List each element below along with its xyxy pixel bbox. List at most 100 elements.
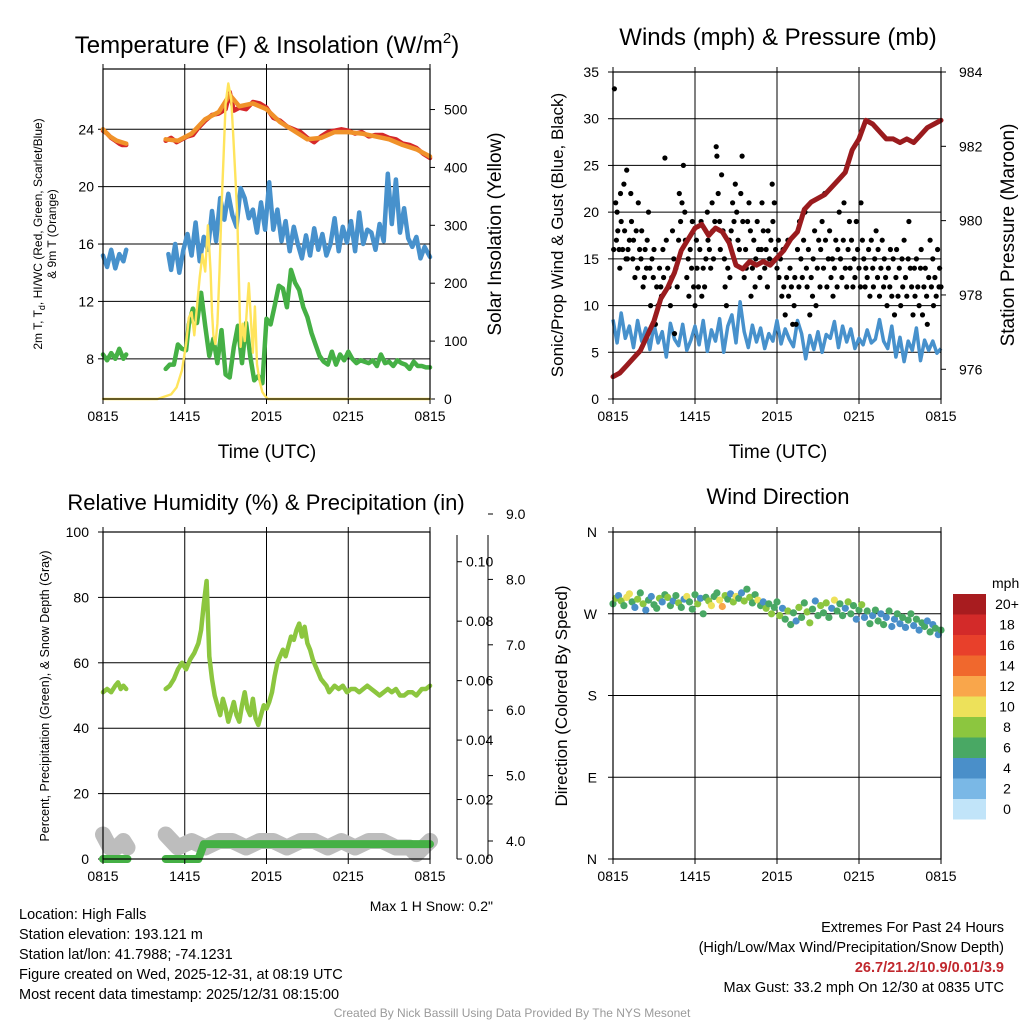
snow-tick-label: 9.0 [506,506,526,522]
wind-gust-point [905,256,911,262]
dir-point [819,609,828,617]
wind-gust-point [768,237,774,243]
wind-gust-point [654,284,660,290]
wind-gust-point [658,284,664,290]
dir-point [849,602,858,610]
dir-point [647,592,655,601]
rh-ytick-label: 40 [73,720,89,736]
wind-gust-point [697,246,703,253]
dir-point [726,590,735,598]
wind-gust-point [759,200,765,206]
wind-gust-point [890,256,896,262]
wind-gust-point [752,284,758,290]
wind-gust-point [710,256,717,262]
dir-point [677,603,685,612]
wind-gust-point [901,237,907,243]
wind-gust-point [769,181,775,187]
dir-legend-label: 2 [1003,781,1011,797]
wind-plot-area [694,72,860,399]
wind-gust-point [691,284,697,290]
wind-gust-point [917,265,924,271]
dir-point [885,607,893,615]
wind-gust-point [915,284,921,290]
rh-xtick-label: 0815 [87,868,118,884]
wind-gust-point [861,256,867,262]
wind-gust-point [704,209,710,215]
wind-gust-point [680,162,687,168]
dir-legend-swatch [953,614,986,635]
precip-tick-label: 0.06 [466,673,493,689]
wind-gust-point [870,265,876,271]
wind-gust-point [786,293,792,299]
dir-point [888,622,896,631]
dir-point [847,610,855,618]
wind-gust-point [875,246,881,253]
dir-legend-label: 10 [999,699,1015,715]
wind-gust-point [824,284,830,290]
wind-ytick-label: 30 [583,111,599,127]
dir-point [776,612,784,620]
dir-point [899,613,907,622]
wind-gust-point [912,293,918,299]
wind-gust-point [625,246,631,253]
dir-legend-swatch [953,635,986,656]
dir-legend-swatch [953,696,986,717]
wind-gust-point [741,274,747,281]
extremes-values: 26.7/21.2/10.9/0.01/3.9 [854,960,1004,976]
wind-gust-point [630,237,637,243]
wind-gust-point [667,303,674,309]
wind-gust-point [676,190,682,197]
wind-gust-point [712,218,718,225]
rh-xtick-label: 0215 [333,868,364,884]
dir-point [893,610,901,618]
dir-point [699,610,707,618]
wind-gust-point [913,256,920,262]
wind-gust-point [763,246,769,253]
wind-gust-point [857,284,864,290]
wind-gust-point [674,284,680,290]
wind-gust-point [689,265,695,271]
dir-point [751,591,759,599]
wind-gust-point [801,237,807,243]
wind-gust-point [924,293,930,299]
wind-gust-point [760,228,766,234]
dir-point [789,609,798,617]
dir-xtick-label: 2015 [761,868,792,884]
wind-gust-point [798,256,804,262]
wind-gust-point [645,209,652,215]
dir-legend-label: 6 [1003,740,1011,756]
station-location: Location: High Falls [19,907,147,923]
wind-gust-point [641,274,648,281]
wind-gust-point [807,312,813,318]
wind-gust-point [694,265,700,271]
dir-ylabel: Direction (Colored By Speed) [552,585,571,806]
dir-point [735,594,743,602]
wind-xtick-label: 0215 [843,408,874,424]
dir-point [688,605,696,613]
wind-gust-point [921,284,927,290]
dir-point [880,621,888,629]
temp-title-sup: 2 [443,30,451,47]
wind-gust-point [818,246,824,253]
wind-gust-point [878,265,884,271]
wind-gust-point [928,284,935,290]
wind-gust-point [816,237,822,243]
dir-point [672,592,680,600]
rh-xtick-label: 2015 [251,868,282,884]
wind-gust-point [887,284,893,290]
wind-gust-point [853,218,859,225]
wind-gust-point [762,265,768,271]
temp-y2tick-label: 500 [444,102,468,118]
dir-point [836,600,844,608]
wind-gust-point [863,265,869,271]
wind-gust-point [628,190,634,197]
wind-gust-point [837,256,844,262]
dir-point [781,615,789,623]
wind-gust-point [874,274,881,281]
dir-point [737,589,746,597]
recent-timestamp: Most recent data timestamp: 2025/12/31 0… [19,987,340,1003]
wind-gust-point [918,246,924,253]
temp-ytick-label: 8 [86,351,94,367]
wind-gust-point [911,265,918,271]
